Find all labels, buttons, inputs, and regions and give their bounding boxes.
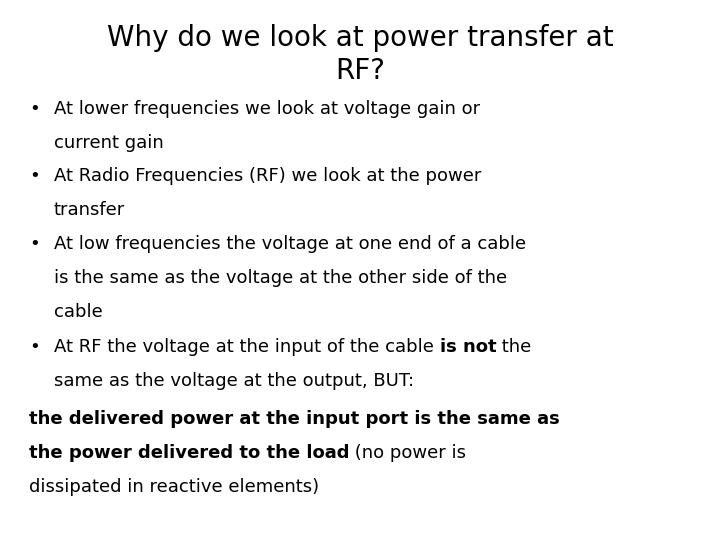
Text: •: • <box>29 338 40 355</box>
Text: the delivered power at the input port is the same as: the delivered power at the input port is… <box>29 410 559 428</box>
Text: RF?: RF? <box>335 57 385 85</box>
Text: At low frequencies the voltage at one end of a cable: At low frequencies the voltage at one en… <box>54 235 526 253</box>
Text: •: • <box>29 235 40 253</box>
Text: current gain: current gain <box>54 134 163 152</box>
Text: At RF the voltage at the input of the cable: At RF the voltage at the input of the ca… <box>54 338 440 355</box>
Text: dissipated in reactive elements): dissipated in reactive elements) <box>29 478 319 496</box>
Text: At lower frequencies we look at voltage gain or: At lower frequencies we look at voltage … <box>54 100 480 118</box>
Text: •: • <box>29 167 40 185</box>
Text: same as the voltage at the output, BUT:: same as the voltage at the output, BUT: <box>54 372 414 389</box>
Text: the: the <box>496 338 531 355</box>
Text: is the same as the voltage at the other side of the: is the same as the voltage at the other … <box>54 269 507 287</box>
Text: the power delivered to the load: the power delivered to the load <box>29 444 349 462</box>
Text: is not: is not <box>440 338 496 355</box>
Text: transfer: transfer <box>54 201 125 219</box>
Text: At Radio Frequencies (RF) we look at the power: At Radio Frequencies (RF) we look at the… <box>54 167 482 185</box>
Text: cable: cable <box>54 303 103 321</box>
Text: •: • <box>29 100 40 118</box>
Text: (no power is: (no power is <box>349 444 467 462</box>
Text: Why do we look at power transfer at: Why do we look at power transfer at <box>107 24 613 52</box>
